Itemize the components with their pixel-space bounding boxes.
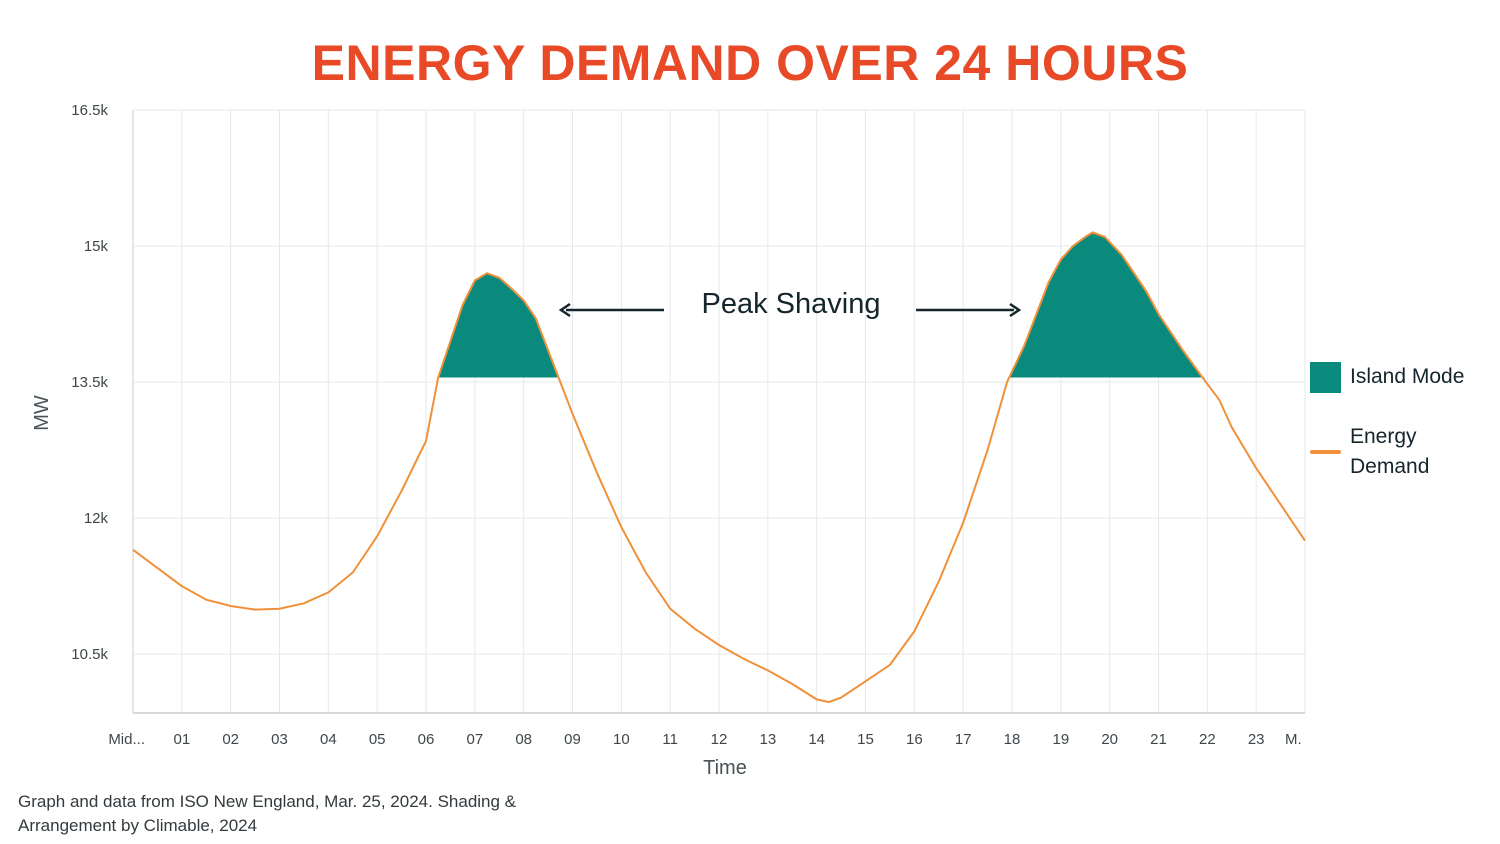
x-tick-label: Mid... bbox=[108, 731, 145, 748]
source-note: Graph and data from ISO New England, Mar… bbox=[18, 790, 618, 838]
x-tick-label: 02 bbox=[222, 731, 239, 748]
x-tick-label: 12 bbox=[711, 731, 728, 748]
x-tick-label: 11 bbox=[662, 731, 678, 748]
x-tick-label: 19 bbox=[1052, 731, 1069, 748]
x-tick-label: 01 bbox=[173, 731, 190, 748]
grid-lines bbox=[132, 109, 1306, 713]
island-mode-swatch bbox=[1310, 362, 1341, 393]
island-mode-areas bbox=[435, 233, 1205, 378]
x-tick-label: M. bbox=[1285, 731, 1302, 748]
y-axis-label: MW bbox=[31, 395, 53, 431]
y-tick-label: 12k bbox=[84, 510, 109, 527]
y-tick-label: 15k bbox=[84, 238, 109, 255]
x-tick-label: 13 bbox=[759, 731, 776, 748]
island-mode-region-2 bbox=[1009, 233, 1205, 378]
x-tick-label: 07 bbox=[466, 731, 483, 748]
x-tick-label: 10 bbox=[613, 731, 630, 748]
source-line-2: Arrangement by Climable, 2024 bbox=[18, 816, 258, 835]
x-tick-label: 04 bbox=[320, 731, 337, 748]
energy-demand-swatch bbox=[1310, 450, 1341, 454]
y-tick-label: 16.5k bbox=[71, 102, 108, 119]
x-tick-label: 16 bbox=[906, 731, 923, 748]
source-line-1: Graph and data from ISO New England, Mar… bbox=[18, 792, 517, 811]
x-tick-label: 22 bbox=[1199, 731, 1216, 748]
x-tick-label: 14 bbox=[808, 731, 825, 748]
y-tick-label: 13.5k bbox=[71, 374, 108, 391]
legend-label-demand: Demand bbox=[1350, 455, 1430, 478]
x-tick-label: 18 bbox=[1004, 731, 1021, 748]
y-tick-labels: 10.5k 12k 13.5k 15k 16.5k bbox=[71, 102, 108, 663]
x-tick-label: 09 bbox=[564, 731, 581, 748]
legend-label-energy: Energy bbox=[1350, 425, 1417, 448]
x-tick-label: 03 bbox=[271, 731, 288, 748]
x-tick-labels: Mid... 01 02 03 04 05 06 07 08 09 10 11 12 13 14 15 16 17… bbox=[108, 731, 1301, 748]
y-tick-label: 10.5k bbox=[71, 646, 108, 663]
island-mode-region-1 bbox=[435, 273, 563, 378]
energy-demand-line bbox=[132, 231, 1306, 704]
legend-label-island-mode: Island Mode bbox=[1350, 365, 1465, 388]
chart-title: ENERGY DEMAND OVER 24 HOURS bbox=[311, 35, 1189, 91]
x-tick-label: 15 bbox=[857, 731, 874, 748]
x-tick-label: 21 bbox=[1150, 731, 1167, 748]
x-axis-label: Time bbox=[703, 757, 747, 779]
x-tick-label: 08 bbox=[515, 731, 532, 748]
x-tick-label: 23 bbox=[1248, 731, 1265, 748]
x-tick-label: 17 bbox=[955, 731, 972, 748]
x-tick-label: 06 bbox=[418, 731, 435, 748]
peak-shaving-label: Peak Shaving bbox=[701, 288, 881, 320]
x-tick-label: 20 bbox=[1101, 731, 1118, 748]
right-arrow bbox=[916, 302, 1022, 318]
left-arrow bbox=[558, 302, 664, 318]
x-tick-label: 05 bbox=[369, 731, 386, 748]
